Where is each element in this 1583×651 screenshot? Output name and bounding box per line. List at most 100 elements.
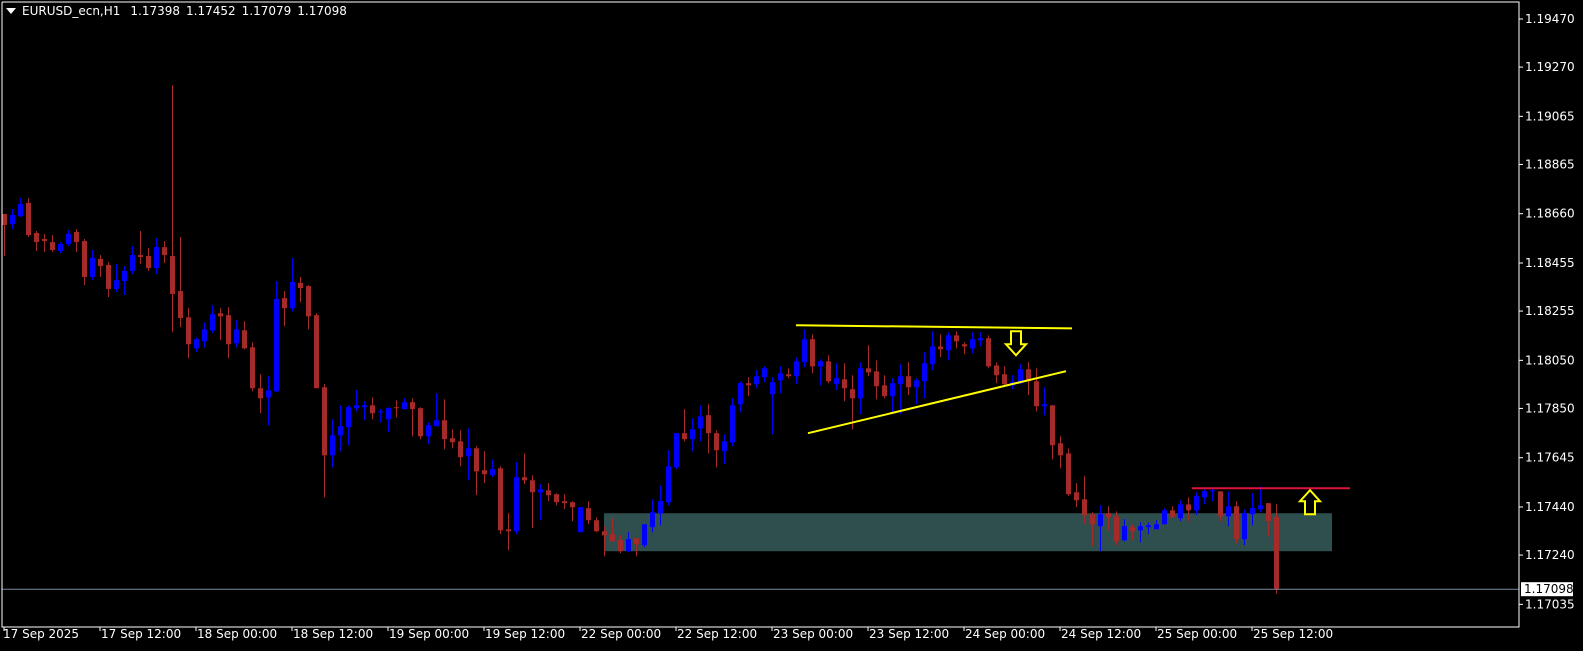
candle-body [210,314,215,331]
candle-wick [748,377,749,397]
candle [466,428,471,481]
candle-body [386,408,391,420]
candle-body [506,529,511,532]
candle [1098,505,1103,552]
y-tick-label: 1.18660 [1525,207,1575,221]
candle-body [610,534,615,542]
x-tick-label: 17 Sep 12:00 [101,627,181,641]
candle-body [1226,506,1231,517]
candle [482,451,487,484]
candle [1210,488,1215,502]
candle-body [706,415,711,434]
candle-body [786,374,791,377]
candle [1162,508,1167,525]
candle-body [74,231,79,243]
y-tick-label: 1.17850 [1525,401,1575,415]
candle [874,360,879,400]
resistance-trendline[interactable] [795,324,1073,330]
candle-body [1178,504,1183,519]
candle [1194,492,1199,516]
candle-wick [4,213,5,257]
candle-body [794,361,799,377]
candle [498,466,503,535]
candle-body [402,402,407,410]
candle-body [42,238,47,242]
candle [106,262,111,298]
candle [858,362,863,415]
candle-wick [524,453,525,485]
candle [522,453,527,485]
candle-body [818,361,823,367]
candle-wick [396,400,397,418]
candle-body [666,466,671,503]
candle-body [850,389,855,399]
candle [938,334,943,358]
y-tick-label: 1.19065 [1525,109,1575,123]
candle-wick [964,342,965,355]
candle [1026,362,1031,396]
candle-body [130,255,135,271]
candle-body [1170,510,1175,518]
candle-wick [836,363,837,391]
candle [178,237,183,328]
candle [34,231,39,251]
arrow-up-icon[interactable] [1297,488,1323,516]
candle-body [2,213,7,226]
candle-body [834,378,839,385]
candle-body [106,264,111,289]
candle [898,364,903,415]
candle [570,501,575,522]
support-trendline[interactable] [807,370,1067,435]
arrow-down-icon[interactable] [1003,330,1029,357]
candle [1274,504,1279,594]
candle-body [114,280,119,289]
candle [330,419,335,468]
candle [954,331,959,349]
candle [226,307,231,359]
candle-body [922,363,927,382]
candle-body [1098,514,1103,527]
candle [458,430,463,467]
y-tick-label: 1.18255 [1525,304,1575,318]
candle-wick [852,375,853,430]
candle [946,332,951,361]
candle-body [986,338,991,367]
candle [906,362,911,396]
candle [506,513,511,551]
candle-body [746,383,751,386]
candle [186,308,191,359]
candle [650,499,655,533]
candle-wick [388,407,389,433]
candle-body [50,242,55,251]
candle-body [882,385,887,397]
candle [218,308,223,341]
candle-body [546,490,551,496]
candle-wick [916,378,917,405]
candle [410,398,415,437]
candle-wick [684,409,685,442]
candle-body [738,383,743,405]
triangle-down-icon[interactable] [6,8,16,14]
candle [538,484,543,521]
candle-body [802,339,807,363]
candle-wick [1212,488,1213,502]
low-value: 1.17079 [241,4,292,18]
candle [698,405,703,442]
candle-body [242,330,247,349]
candle [610,518,615,542]
candle-wick [44,233,45,252]
candle [82,238,87,286]
candle-body [530,480,535,493]
candle-wick [300,276,301,303]
candle [370,397,375,420]
chart-frame [1,1,1520,628]
candle-body [354,405,359,409]
candle-body [218,313,223,317]
candle [434,393,439,427]
candle [1250,493,1255,526]
candle [98,255,103,277]
support-zone[interactable] [604,513,1332,552]
candle [194,337,199,353]
candle-body [1018,369,1023,384]
